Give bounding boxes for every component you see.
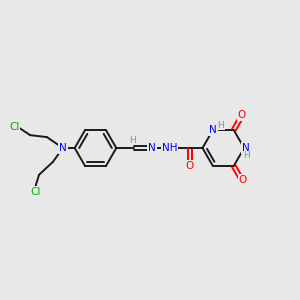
Text: N: N	[209, 125, 217, 135]
Text: O: O	[185, 161, 194, 171]
Text: N: N	[148, 143, 156, 153]
Text: H: H	[129, 136, 136, 145]
Text: O: O	[238, 110, 246, 120]
Text: N: N	[59, 143, 67, 153]
Text: Cl: Cl	[9, 122, 20, 132]
Text: O: O	[238, 175, 247, 185]
Text: N: N	[242, 143, 250, 153]
Text: H: H	[243, 152, 250, 160]
Text: Cl: Cl	[30, 187, 40, 196]
Text: H: H	[218, 121, 224, 130]
Text: NH: NH	[162, 143, 178, 153]
